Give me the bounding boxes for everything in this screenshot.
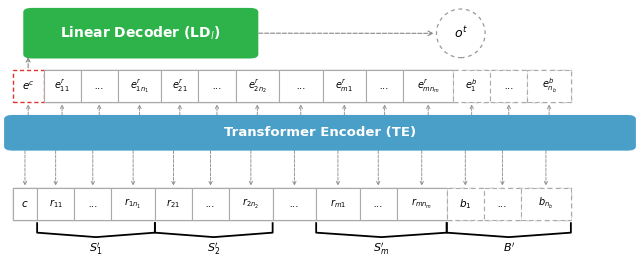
Bar [13, 188, 37, 220]
Text: $e^c$: $e^c$ [22, 80, 35, 92]
Bar [44, 70, 81, 102]
Text: $e^b_{n_b}$: $e^b_{n_b}$ [541, 77, 557, 95]
Bar [484, 188, 521, 220]
Text: ...: ... [289, 199, 300, 209]
Text: ...: ... [94, 81, 104, 91]
Bar [229, 188, 273, 220]
Bar [447, 188, 484, 220]
Text: $S_2'$: $S_2'$ [207, 241, 220, 257]
Bar [13, 188, 447, 220]
Bar [155, 188, 192, 220]
Text: Transformer Encoder (TE): Transformer Encoder (TE) [224, 126, 416, 139]
Text: ...: ... [380, 81, 390, 91]
Bar [527, 70, 571, 102]
Text: ...: ... [88, 199, 98, 209]
Text: ...: ... [296, 81, 306, 91]
Text: $r_{2n_2}$: $r_{2n_2}$ [243, 197, 259, 211]
Text: $r_{1n_1}$: $r_{1n_1}$ [125, 197, 141, 211]
Text: $e^b_1$: $e^b_1$ [465, 78, 478, 94]
Bar [521, 188, 571, 220]
Bar [316, 188, 360, 220]
Text: $S_m'$: $S_m'$ [373, 241, 390, 257]
Text: $r_{11}$: $r_{11}$ [49, 198, 63, 210]
Text: $e^r_{11}$: $e^r_{11}$ [54, 78, 70, 94]
Text: ...: ... [497, 199, 508, 209]
Text: $b_1$: $b_1$ [459, 197, 472, 211]
Bar [397, 188, 447, 220]
Text: $b_{n_b}$: $b_{n_b}$ [538, 196, 554, 211]
FancyBboxPatch shape [5, 116, 635, 150]
Bar [74, 188, 111, 220]
Text: $r_{m1}$: $r_{m1}$ [330, 198, 346, 210]
Text: $e^r_{1n_1}$: $e^r_{1n_1}$ [130, 77, 149, 95]
Bar [44, 70, 453, 102]
Bar [360, 188, 397, 220]
Bar [273, 188, 316, 220]
Bar [279, 70, 323, 102]
Text: $o^t$: $o^t$ [454, 25, 468, 41]
Bar [447, 188, 571, 220]
Bar [118, 70, 161, 102]
Bar [198, 70, 236, 102]
Bar [81, 70, 118, 102]
Bar [161, 70, 198, 102]
Bar [453, 70, 571, 102]
Bar [453, 70, 490, 102]
Text: ...: ... [373, 199, 383, 209]
Bar [192, 188, 229, 220]
Text: $e^r_{m1}$: $e^r_{m1}$ [335, 78, 353, 94]
Bar [490, 70, 527, 102]
Bar [236, 70, 279, 102]
Text: $r_{21}$: $r_{21}$ [166, 198, 180, 210]
Text: $S_1'$: $S_1'$ [90, 241, 102, 257]
Text: $r_{mn_m}$: $r_{mn_m}$ [411, 197, 433, 211]
Text: $c$: $c$ [21, 199, 29, 209]
Text: ...: ... [212, 81, 222, 91]
FancyBboxPatch shape [24, 9, 257, 57]
Bar [111, 188, 155, 220]
Bar [366, 70, 403, 102]
Bar [323, 70, 366, 102]
Text: $e^r_{mn_m}$: $e^r_{mn_m}$ [417, 77, 440, 95]
Bar [37, 188, 74, 220]
Text: $e^r_{2n_2}$: $e^r_{2n_2}$ [248, 77, 267, 95]
Text: $e^r_{21}$: $e^r_{21}$ [172, 78, 188, 94]
Bar [13, 70, 44, 102]
Text: $B'$: $B'$ [502, 241, 515, 254]
Text: ...: ... [205, 199, 216, 209]
Text: Linear Decoder (LD$_l$): Linear Decoder (LD$_l$) [60, 24, 221, 42]
Text: ...: ... [504, 81, 514, 91]
Bar [403, 70, 453, 102]
